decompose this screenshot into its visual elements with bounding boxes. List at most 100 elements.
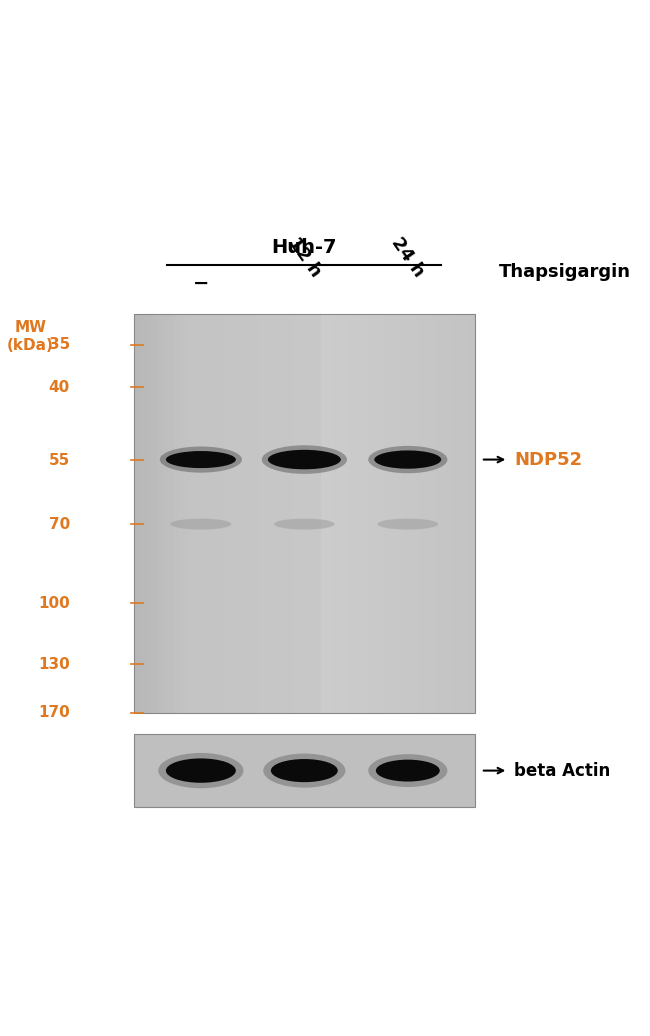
Bar: [389, 314, 395, 713]
Bar: [466, 735, 474, 807]
Bar: [381, 735, 389, 807]
Bar: [244, 735, 254, 807]
Bar: [432, 735, 441, 807]
Text: 130: 130: [38, 657, 70, 671]
Text: 55: 55: [49, 453, 70, 467]
Bar: [145, 314, 151, 713]
Text: MW
(kDa): MW (kDa): [7, 320, 54, 352]
Text: beta Actin: beta Actin: [514, 761, 610, 780]
Bar: [174, 314, 179, 713]
Bar: [304, 735, 313, 807]
Bar: [356, 735, 364, 807]
Bar: [134, 735, 142, 807]
Bar: [441, 314, 447, 713]
Bar: [313, 735, 321, 807]
Bar: [447, 314, 452, 713]
Bar: [424, 314, 429, 713]
Ellipse shape: [166, 451, 236, 468]
Bar: [254, 735, 262, 807]
Bar: [248, 314, 254, 713]
Bar: [398, 735, 407, 807]
Bar: [367, 314, 372, 713]
Bar: [418, 314, 424, 713]
Bar: [415, 735, 424, 807]
Bar: [140, 314, 145, 713]
Bar: [412, 314, 418, 713]
Bar: [236, 735, 244, 807]
Bar: [134, 314, 140, 713]
Bar: [151, 735, 159, 807]
Bar: [361, 314, 367, 713]
Bar: [287, 314, 293, 713]
Ellipse shape: [369, 445, 447, 473]
Bar: [213, 314, 219, 713]
Bar: [179, 314, 185, 713]
Text: Thapsigargin: Thapsigargin: [499, 262, 631, 281]
Bar: [401, 314, 407, 713]
Text: 170: 170: [38, 706, 70, 720]
Text: 35: 35: [49, 337, 70, 352]
Bar: [265, 314, 270, 713]
Bar: [458, 735, 466, 807]
Ellipse shape: [158, 753, 244, 788]
Bar: [262, 735, 270, 807]
Bar: [270, 735, 279, 807]
Bar: [219, 735, 227, 807]
Bar: [287, 735, 296, 807]
Bar: [321, 314, 327, 713]
Bar: [196, 314, 202, 713]
Bar: [441, 735, 449, 807]
Bar: [424, 735, 432, 807]
Bar: [372, 735, 381, 807]
Text: −: −: [192, 275, 209, 293]
Bar: [321, 735, 330, 807]
Bar: [227, 735, 236, 807]
Ellipse shape: [160, 447, 242, 472]
Bar: [463, 314, 469, 713]
Bar: [254, 314, 259, 713]
Bar: [384, 314, 389, 713]
Bar: [242, 314, 248, 713]
Bar: [281, 314, 287, 713]
Bar: [298, 314, 304, 713]
Text: 100: 100: [38, 596, 70, 610]
Bar: [219, 314, 225, 713]
Text: 40: 40: [49, 379, 70, 395]
Bar: [310, 314, 316, 713]
Bar: [190, 314, 196, 713]
Bar: [194, 735, 202, 807]
Bar: [452, 314, 458, 713]
Bar: [458, 314, 463, 713]
Bar: [270, 314, 276, 713]
Bar: [211, 735, 219, 807]
Bar: [151, 314, 157, 713]
Bar: [185, 314, 190, 713]
Bar: [185, 735, 194, 807]
Bar: [344, 314, 350, 713]
Text: 24 h: 24 h: [388, 234, 428, 281]
Text: NDP52: NDP52: [514, 451, 582, 468]
Text: 70: 70: [49, 517, 70, 531]
Bar: [162, 314, 168, 713]
Ellipse shape: [262, 445, 347, 473]
Bar: [202, 735, 211, 807]
Bar: [236, 314, 242, 713]
Ellipse shape: [376, 759, 440, 781]
Ellipse shape: [170, 519, 231, 529]
Bar: [159, 735, 168, 807]
Bar: [304, 314, 310, 713]
Bar: [316, 314, 321, 713]
Bar: [225, 314, 231, 713]
Bar: [449, 735, 458, 807]
Bar: [168, 314, 174, 713]
Ellipse shape: [378, 519, 438, 529]
Bar: [364, 735, 372, 807]
Bar: [293, 314, 298, 713]
Ellipse shape: [274, 519, 335, 529]
Bar: [435, 314, 441, 713]
Bar: [134, 735, 474, 807]
Ellipse shape: [263, 753, 345, 787]
Bar: [202, 314, 208, 713]
Ellipse shape: [374, 451, 441, 468]
Bar: [157, 314, 162, 713]
